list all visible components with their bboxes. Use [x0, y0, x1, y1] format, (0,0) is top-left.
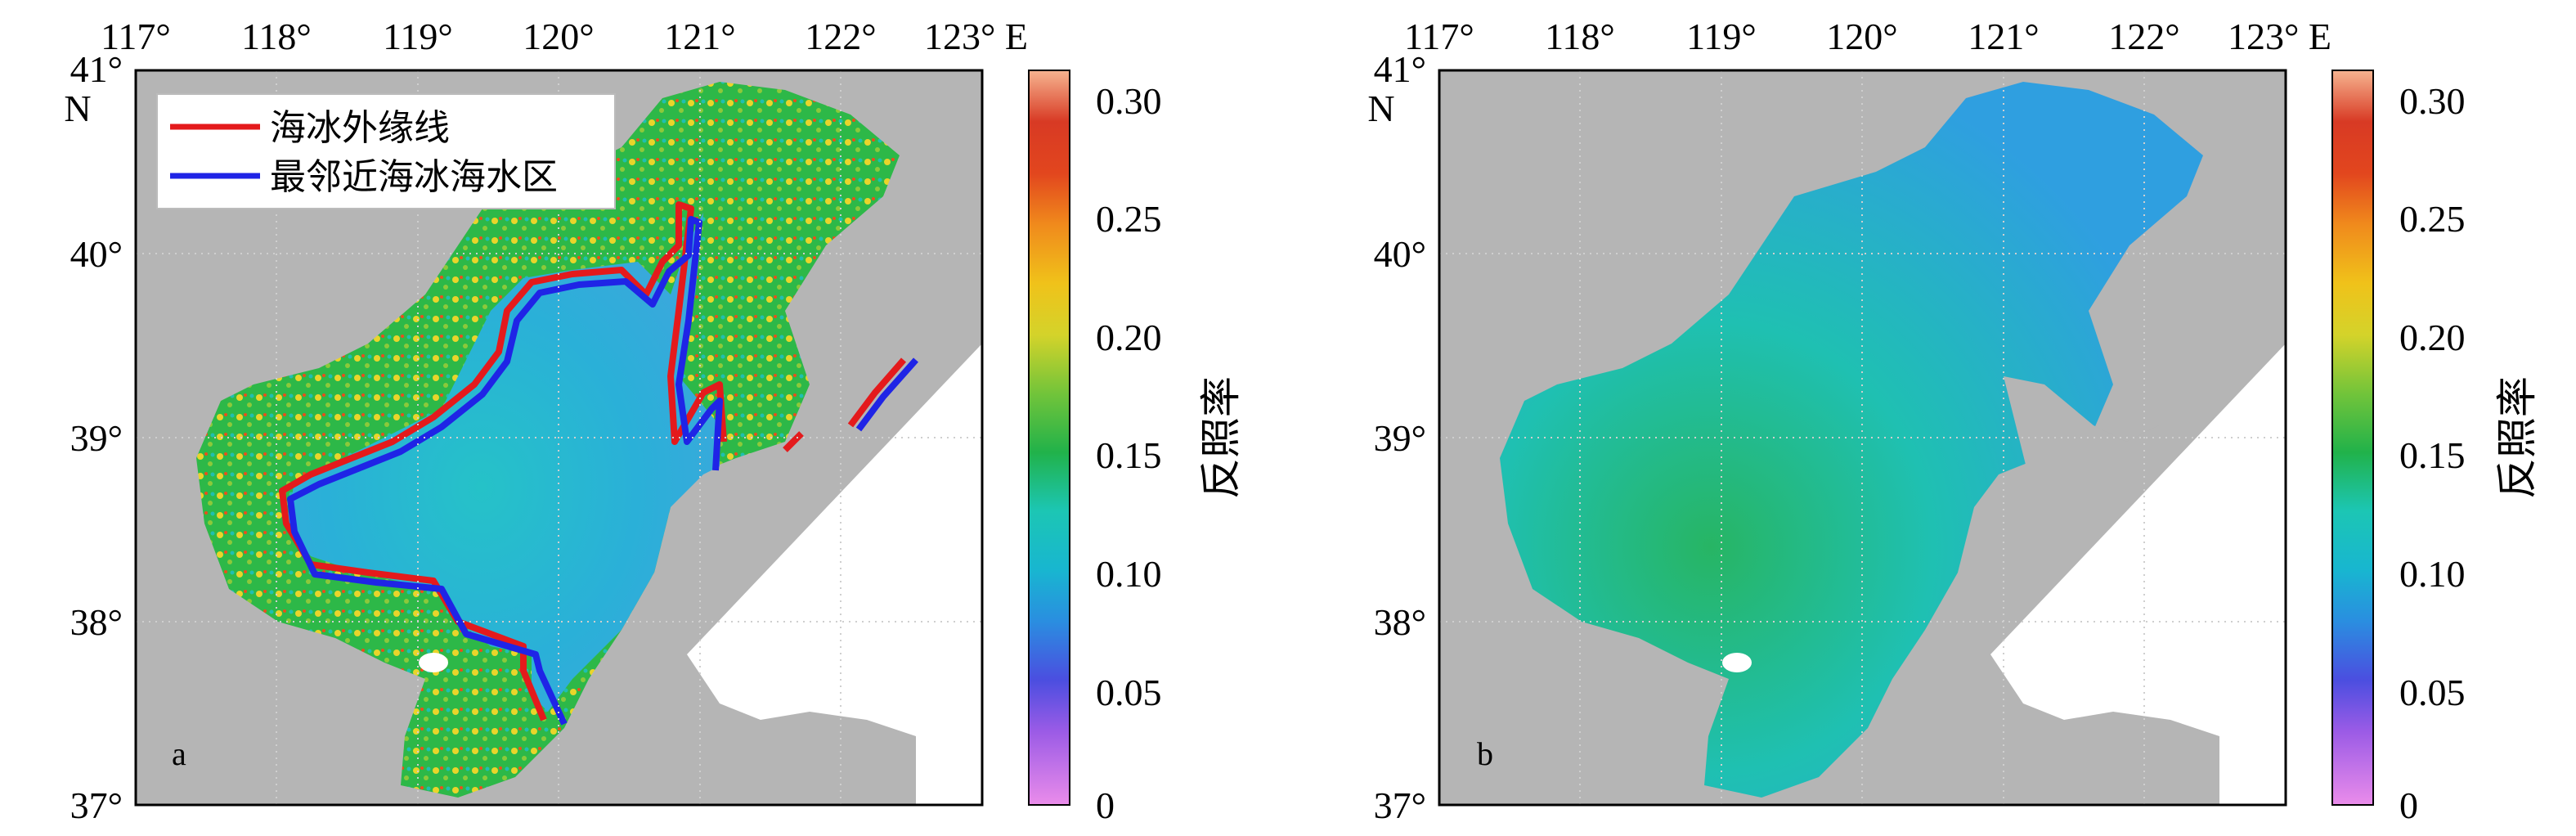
no-data-region	[1990, 344, 2286, 805]
lon-tick: 122°	[805, 16, 876, 57]
lat-ticks-a: 41° N 40° 39° 38° 37°	[64, 48, 123, 826]
colorbar-gradient	[2331, 70, 2374, 806]
lon-ticks-a: 117° 118° 119° 120° 121° 122° 123° E	[101, 16, 1028, 57]
lat-tick: 39°	[1374, 417, 1426, 459]
panel-letter-a: a	[172, 735, 186, 772]
legend-box	[156, 93, 616, 209]
lat-tick: 37°	[70, 784, 123, 826]
peninsula-land	[2004, 376, 2159, 491]
lon-tick: 123° E	[2228, 16, 2331, 57]
lat-tick: 39°	[70, 417, 123, 459]
grid-a	[136, 70, 982, 805]
lon-tick: 120°	[1826, 16, 1897, 57]
legend: 海冰外缘线 最邻近海冰海水区	[156, 93, 616, 209]
lon-tick: 119°	[1686, 16, 1757, 57]
lat-tick: 40°	[70, 233, 123, 275]
colorbar-label: 反照率	[1198, 376, 1244, 499]
lat-tick: 38°	[1374, 601, 1426, 643]
colorbar-tick: 0.20	[2399, 317, 2466, 358]
panel-b: b 117° 118° 119° 120° 121° 122° 123° E 4…	[1367, 16, 2540, 826]
lat-unit: N	[64, 88, 91, 129]
colorbar-tick: 0.05	[2399, 672, 2466, 713]
colorbar-label: 反照率	[2494, 376, 2540, 499]
colorbar-tick: 0	[1096, 784, 1115, 826]
lon-tick: 117°	[1404, 16, 1474, 57]
ice-edge-line	[279, 201, 907, 721]
colorbar-tick: 0	[2399, 784, 2418, 826]
lon-tick: 117°	[101, 16, 171, 57]
lat-ticks-b: 41° N 40° 39° 38° 37°	[1367, 48, 1426, 826]
lat-tick: 41°	[70, 48, 123, 90]
legend-label-nearest-sea: 最邻近海冰海水区	[270, 156, 558, 198]
lon-tick: 118°	[241, 16, 312, 57]
lat-tick: 38°	[70, 601, 123, 643]
colorbar-tick: 0.15	[2399, 434, 2466, 476]
lon-tick: 121°	[664, 16, 735, 57]
open-sea	[286, 213, 720, 712]
lat-tick: 37°	[1374, 784, 1426, 826]
lon-tick: 120°	[523, 16, 594, 57]
colorbar-a: 0.30 0.25 0.20 0.15 0.10 0.05 0 反照率	[1028, 70, 1244, 826]
lat-tick: 41°	[1374, 48, 1426, 90]
map-frame-a	[134, 69, 984, 807]
lon-tick: 119°	[383, 16, 453, 57]
colorbar-tick: 0.25	[2399, 198, 2466, 240]
lon-tick: 122°	[2108, 16, 2179, 57]
panel-letter-b: b	[1477, 735, 1493, 772]
lat-tick: 40°	[1374, 233, 1426, 275]
no-data-region	[687, 344, 982, 805]
colorbar-tick: 0.10	[1096, 553, 1162, 595]
colorbar-tick: 0.30	[1096, 80, 1162, 122]
colorbar-b: 0.30 0.25 0.20 0.15 0.10 0.05 0 反照率	[2331, 70, 2540, 826]
grid-b	[1439, 70, 2286, 805]
map-frame-b	[1438, 69, 2287, 807]
nearest-sea-line	[287, 216, 918, 726]
legend-label-ice-edge: 海冰外缘线	[270, 107, 450, 149]
coastal-patch	[419, 653, 448, 672]
lon-tick: 121°	[1968, 16, 2039, 57]
coastal-patch	[1722, 653, 1752, 672]
lon-ticks-b: 117° 118° 119° 120° 121° 122° 123° E	[1404, 16, 2331, 57]
colorbar-gradient	[1028, 70, 1070, 806]
colorbar-tick: 0.25	[1096, 198, 1162, 240]
colorbar-tick: 0.10	[2399, 553, 2466, 595]
lon-tick: 118°	[1545, 16, 1615, 57]
lon-tick: 123° E	[924, 16, 1028, 57]
colorbar-tick: 0.30	[2399, 80, 2466, 122]
colorbar-tick: 0.15	[1096, 434, 1162, 476]
colorbar-tick: 0.20	[1096, 317, 1162, 358]
colorbar-tick: 0.05	[1096, 672, 1162, 713]
sea-albedo-field	[1500, 82, 2203, 798]
panel-a: a 海冰外缘线 最邻近海冰海水区 117° 118° 119° 120° 121…	[64, 16, 1244, 826]
lat-unit: N	[1367, 88, 1394, 129]
